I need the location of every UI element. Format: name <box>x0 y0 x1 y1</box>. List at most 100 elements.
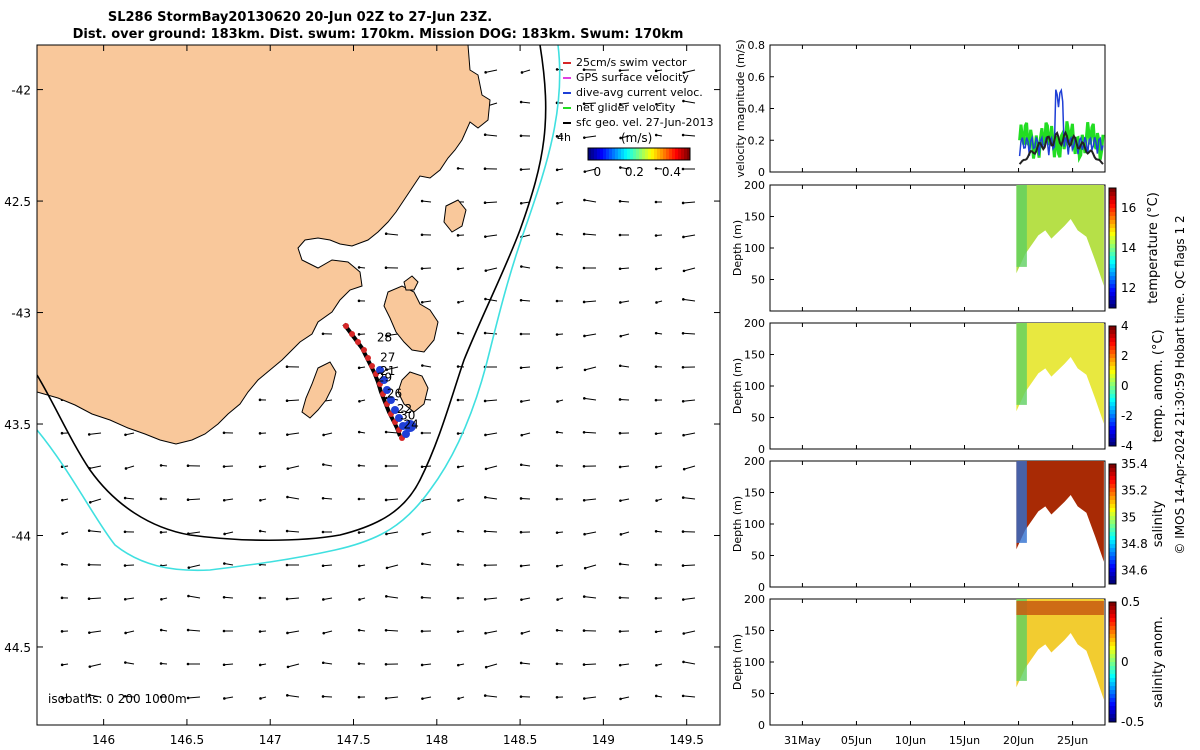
panel-colorbar-segment <box>1109 622 1116 627</box>
panel-colorbar-segment <box>1109 556 1116 561</box>
map-colorbar-title: (m/s) <box>621 131 652 145</box>
current-vector <box>683 234 696 238</box>
current-vector-head <box>483 597 487 601</box>
current-vector-head <box>619 334 623 338</box>
current-vector-head <box>420 267 424 270</box>
current-vector-head <box>519 530 523 534</box>
current-vector-head <box>582 498 586 502</box>
current-vector <box>683 597 696 601</box>
current-vector-head <box>519 298 523 302</box>
current-vector-head <box>258 432 262 435</box>
current-vector-head <box>681 564 685 567</box>
current-vector-head <box>385 334 388 337</box>
current-vector-head <box>286 665 290 669</box>
panel-colorbar-segment <box>1109 342 1116 347</box>
panel-colorbar-segment <box>1109 398 1116 403</box>
panel-y-tick-label: 200 <box>744 593 765 606</box>
panel-colorbar-tick-label: 0 <box>1121 379 1129 393</box>
current-vector-head <box>484 665 488 669</box>
current-vector-head <box>321 496 325 500</box>
map-colorbar-segment <box>660 148 664 160</box>
current-vector-head <box>385 595 388 598</box>
current-vector <box>188 595 201 599</box>
current-vector-head <box>484 297 487 301</box>
panel-y-tick-label: 150 <box>744 487 765 500</box>
current-vector <box>620 135 630 139</box>
map-y-tick-label: -43 <box>11 307 31 321</box>
panel-colorbar-segment <box>1109 374 1116 379</box>
current-vector-head <box>124 467 128 470</box>
panel-colorbar-segment <box>1109 544 1116 549</box>
current-vector-head <box>358 598 361 601</box>
panel-y-tick-label: 100 <box>744 380 765 393</box>
current-vector <box>584 431 597 434</box>
panel-colorbar-segment <box>1109 252 1116 257</box>
panel-colorbar-segment <box>1109 500 1116 505</box>
current-vector-head <box>285 365 289 369</box>
map-colorbar-segment <box>645 148 649 160</box>
current-vector-head <box>61 532 64 535</box>
current-vector <box>485 298 498 302</box>
current-vector-head <box>555 430 559 434</box>
current-vector-head <box>259 499 262 502</box>
current-vector-head <box>483 563 487 567</box>
panel-y-tick-label: 0.2 <box>748 134 766 147</box>
current-vector-head <box>682 71 686 74</box>
current-vector-head <box>619 136 622 140</box>
current-vector <box>485 630 498 634</box>
current-vector-head <box>682 660 685 664</box>
land-tasman-peninsula <box>383 285 439 353</box>
panel-colorbar-tick-label: 14 <box>1121 241 1136 255</box>
current-vector <box>422 696 432 700</box>
current-vector <box>287 530 300 533</box>
map-y-tick-label: 43.5 <box>4 418 31 432</box>
current-vector <box>386 366 399 371</box>
panel-colorbar-frame <box>1108 601 1117 723</box>
panel-colorbar-segment <box>1109 650 1116 655</box>
map-colorbar-segment <box>636 148 640 160</box>
panel-colorbar-tick-label: 16 <box>1121 201 1136 215</box>
current-vector-head <box>520 632 524 635</box>
panel-colorbar-frame <box>1108 187 1117 309</box>
time-axis-label: 10Jun <box>895 734 926 747</box>
current-vector-head <box>286 694 289 697</box>
panel-colorbar-segment <box>1109 326 1116 331</box>
current-vector-head <box>88 665 92 668</box>
panel-colorbar-segment <box>1109 540 1116 545</box>
day-label: 24 <box>403 417 418 431</box>
current-vector-head <box>582 595 586 598</box>
current-vector-head <box>483 694 487 697</box>
current-vector <box>620 365 630 368</box>
current-vector-head <box>456 234 460 237</box>
current-vector-head <box>682 269 686 273</box>
current-vector-head <box>421 697 424 700</box>
map-colorbar-segment <box>621 148 625 160</box>
current-vector <box>422 596 432 599</box>
current-vector-head <box>555 266 559 269</box>
current-vector-head <box>583 566 587 570</box>
panel-colorbar-segment <box>1109 568 1116 573</box>
panel-colorbar-label: salinity <box>1151 500 1166 547</box>
current-vector-head <box>555 135 559 138</box>
footer-copyright: © IMOS 14-Apr-2024 21:30:59 Hobart time.… <box>1173 215 1187 554</box>
current-vector-head <box>483 133 487 137</box>
current-vector <box>89 530 102 533</box>
current-vector-head <box>357 430 361 434</box>
panel-colorbar-segment <box>1109 552 1116 557</box>
current-vector-head <box>420 629 424 633</box>
current-vector-head <box>484 433 487 437</box>
current-vector <box>125 564 135 567</box>
swim-vector <box>369 363 375 369</box>
current-vector <box>323 662 333 665</box>
current-vector <box>323 497 333 500</box>
panel-5: 0 50 100 150 200 Depth (m) -0.5 0 0.5 salinity an… <box>731 593 1166 732</box>
current-vector <box>521 662 531 665</box>
panel-colorbar-segment <box>1109 256 1116 261</box>
current-vector <box>620 531 630 535</box>
panel-colorbar-segment <box>1109 394 1116 399</box>
panel-colorbar-segment <box>1109 272 1116 277</box>
panel-colorbar-segment <box>1109 484 1116 489</box>
map-colorbar-segment <box>603 148 607 160</box>
current-vector <box>620 102 630 105</box>
current-vector-head <box>654 432 658 435</box>
